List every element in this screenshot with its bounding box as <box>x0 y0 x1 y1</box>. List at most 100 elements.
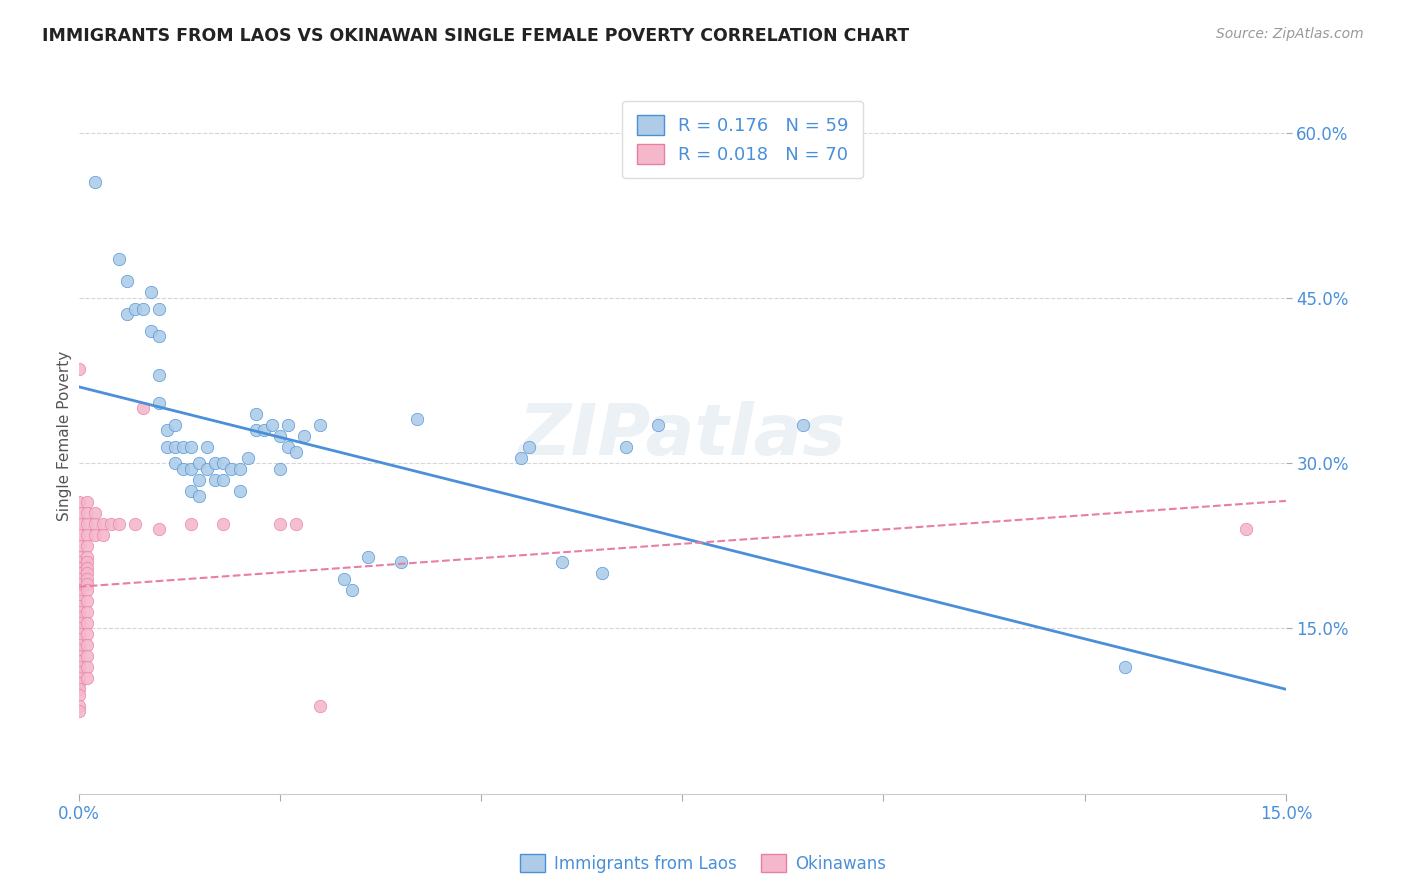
Point <box>389 555 412 569</box>
Point <box>792 417 814 432</box>
Point <box>1114 660 1136 674</box>
Point <box>188 456 211 470</box>
Point <box>245 423 267 437</box>
Point <box>67 698 90 713</box>
Point <box>67 615 90 630</box>
Point <box>100 516 122 531</box>
Point <box>277 417 299 432</box>
Point <box>115 307 138 321</box>
Point <box>236 450 259 465</box>
Point <box>405 412 427 426</box>
Point <box>204 473 226 487</box>
Point <box>115 274 138 288</box>
Point <box>76 615 98 630</box>
Point <box>180 440 202 454</box>
Point <box>76 582 98 597</box>
Point <box>67 605 90 619</box>
Point <box>76 516 98 531</box>
Text: Source: ZipAtlas.com: Source: ZipAtlas.com <box>1216 27 1364 41</box>
Point <box>245 407 267 421</box>
Point <box>172 461 194 475</box>
Point <box>67 506 90 520</box>
Point <box>83 527 105 541</box>
Point <box>76 660 98 674</box>
Point <box>342 582 364 597</box>
Point <box>292 428 315 442</box>
Point <box>260 417 283 432</box>
Point <box>180 483 202 498</box>
Point <box>76 506 98 520</box>
Point <box>76 566 98 581</box>
Point <box>1234 522 1257 536</box>
Point <box>139 285 162 300</box>
Point <box>309 417 332 432</box>
Point <box>148 522 170 536</box>
Point <box>357 549 380 564</box>
Point <box>228 483 250 498</box>
Point <box>76 572 98 586</box>
Point <box>165 417 187 432</box>
Point <box>195 461 218 475</box>
Point <box>67 660 90 674</box>
Point <box>188 473 211 487</box>
Point <box>76 561 98 575</box>
Point <box>517 440 540 454</box>
Point <box>76 494 98 508</box>
Point <box>510 450 533 465</box>
Point <box>67 566 90 581</box>
Point <box>67 671 90 685</box>
Point <box>591 566 613 581</box>
Point <box>269 516 291 531</box>
Point <box>647 417 669 432</box>
Point <box>76 605 98 619</box>
Point <box>67 676 90 690</box>
Point <box>221 461 243 475</box>
Point <box>212 473 235 487</box>
Point <box>76 648 98 663</box>
Point <box>67 561 90 575</box>
Point <box>67 638 90 652</box>
Text: ZIPatlas: ZIPatlas <box>519 401 846 470</box>
Point <box>67 632 90 647</box>
Point <box>67 627 90 641</box>
Point <box>132 401 155 415</box>
Point <box>67 704 90 718</box>
Point <box>67 599 90 614</box>
Point <box>284 445 307 459</box>
Legend: R = 0.176   N = 59, R = 0.018   N = 70: R = 0.176 N = 59, R = 0.018 N = 70 <box>621 101 863 178</box>
Point <box>148 301 170 316</box>
Point <box>67 572 90 586</box>
Point <box>67 555 90 569</box>
Point <box>156 423 179 437</box>
Y-axis label: Single Female Poverty: Single Female Poverty <box>58 351 72 521</box>
Point <box>108 516 131 531</box>
Point <box>212 516 235 531</box>
Point <box>253 423 276 437</box>
Point <box>67 527 90 541</box>
Point <box>67 681 90 696</box>
Point <box>67 582 90 597</box>
Point <box>67 362 90 376</box>
Point <box>277 440 299 454</box>
Point <box>165 440 187 454</box>
Point <box>83 516 105 531</box>
Point <box>333 572 356 586</box>
Point <box>76 627 98 641</box>
Point <box>67 648 90 663</box>
Point <box>67 643 90 657</box>
Point <box>550 555 572 569</box>
Point <box>180 461 202 475</box>
Point <box>180 516 202 531</box>
Point <box>67 494 90 508</box>
Point <box>284 516 307 531</box>
Point <box>76 594 98 608</box>
Point <box>124 516 146 531</box>
Point <box>76 555 98 569</box>
Point <box>91 516 114 531</box>
Point <box>67 610 90 624</box>
Point <box>76 577 98 591</box>
Point <box>76 527 98 541</box>
Point <box>83 506 105 520</box>
Point <box>172 440 194 454</box>
Point <box>67 655 90 669</box>
